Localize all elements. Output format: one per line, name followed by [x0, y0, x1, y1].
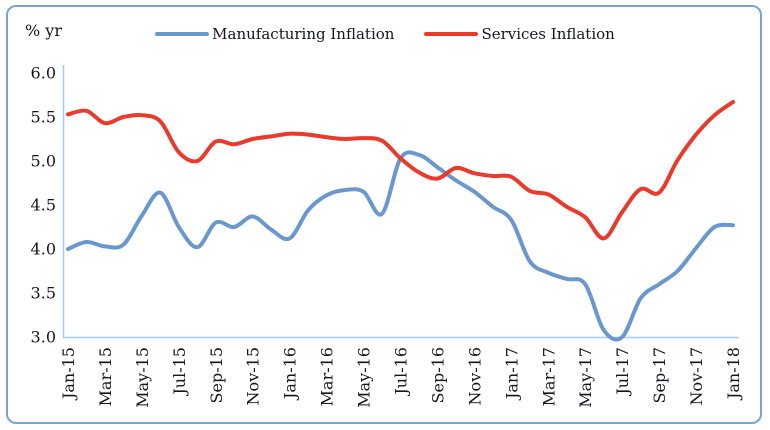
- x-axis-tick-label: Jan-16: [281, 347, 300, 401]
- x-axis-tick-label: Mar-17: [539, 347, 558, 406]
- y-axis-tick-label: 4.5: [31, 196, 56, 215]
- x-axis-tick-label: Jul-15: [170, 347, 189, 397]
- x-axis-tick-label: Jan-17: [502, 347, 521, 401]
- x-axis-tick-label: Jul-17: [613, 347, 632, 397]
- x-axis-tick-label: Nov-17: [687, 347, 706, 405]
- x-axis-tick-label: Sep-16: [428, 347, 447, 403]
- y-axis-tick-label: 6.0: [31, 64, 56, 83]
- services-inflation-line: [66, 100, 735, 241]
- axis-lines: [62, 65, 739, 339]
- x-axis-tick-label: Jul-16: [391, 347, 410, 397]
- x-axis-tick-label: May-15: [133, 347, 152, 408]
- x-axis-tick-label: Nov-16: [465, 347, 484, 405]
- y-axis-tick-label: 3.0: [31, 328, 56, 347]
- x-axis-tick-label: Mar-15: [96, 347, 115, 406]
- x-axis-tick-label: Jan-15: [59, 347, 78, 401]
- y-axis-tick-label: 5.5: [31, 108, 56, 127]
- services-line-swatch: [424, 32, 479, 36]
- y-axis-tick-label: 3.5: [31, 284, 56, 303]
- legend-label-services: Services Inflation: [481, 25, 615, 43]
- manufacturing-line-swatch: [155, 32, 210, 36]
- y-axis-tick-label: 4.0: [31, 240, 56, 259]
- x-axis-tick-label: Nov-15: [244, 347, 263, 405]
- x-axis-tick-label: Jan-18: [724, 347, 743, 401]
- x-axis-tick-label: May-17: [576, 347, 595, 408]
- x-axis-tick-label: Sep-15: [207, 347, 226, 403]
- legend-label-manufacturing: Manufacturing Inflation: [212, 25, 395, 43]
- manufacturing-inflation-line: [66, 150, 735, 342]
- legend-item-services: Services Inflation: [424, 25, 615, 43]
- y-axis-unit-label: % yr: [25, 21, 62, 40]
- x-axis-tick-label: Mar-16: [318, 347, 337, 406]
- x-axis-tick-label: May-16: [355, 347, 374, 408]
- chart-legend: Manufacturing Inflation Services Inflati…: [0, 25, 770, 43]
- y-axis-tick-label: 5.0: [31, 152, 56, 171]
- legend-item-manufacturing: Manufacturing Inflation: [155, 25, 394, 43]
- x-axis-tick-label: Sep-17: [650, 347, 669, 403]
